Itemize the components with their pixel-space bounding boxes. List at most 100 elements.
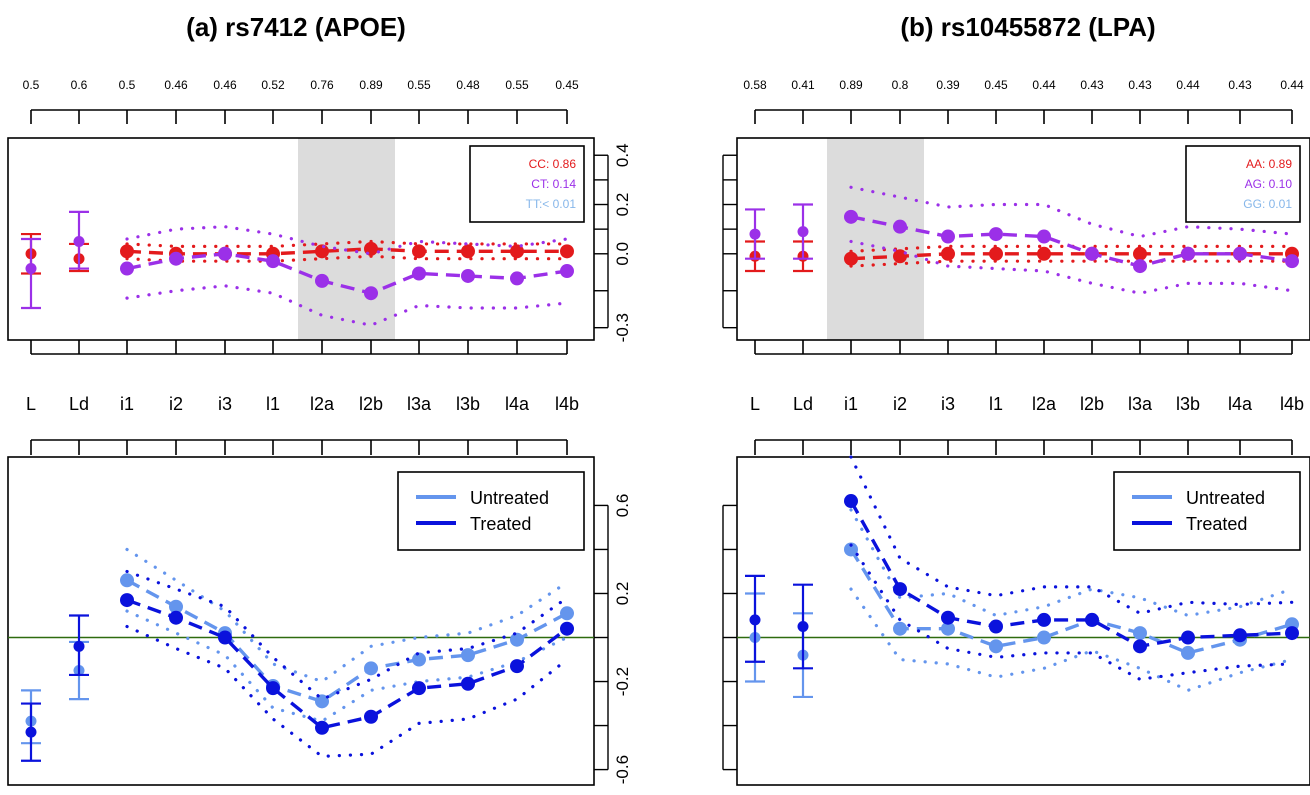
- genotype-legend-entry: TT:< 0.01: [526, 197, 577, 211]
- treatment-series-point: [941, 610, 955, 625]
- category-label: L: [26, 394, 36, 414]
- top-value-label: 0.58: [743, 78, 767, 92]
- genotype-series-point: [412, 244, 426, 259]
- category-label: l3a: [407, 394, 432, 414]
- treatment-series-point: [941, 621, 955, 636]
- treatment-legend-entry: Treated: [1186, 514, 1247, 534]
- treatment-y-tick-label: -0.6: [613, 755, 632, 784]
- genotype-series-point: [412, 266, 426, 281]
- top-value-label: 0.76: [310, 78, 334, 92]
- top-value-label: 0.6: [71, 78, 88, 92]
- category-label: i2: [169, 394, 183, 414]
- genotype-legend-box: [1185, 145, 1301, 223]
- genotype-plot-frame: [7, 137, 595, 341]
- genotype-series-point: [25, 263, 37, 275]
- genotype-plot-frame: [736, 137, 1310, 341]
- treatment-y-tick-label: 0.6: [613, 494, 632, 518]
- genotype-series-ci-upper: [125, 239, 569, 248]
- category-label: l1: [989, 394, 1003, 414]
- category-label: l4a: [505, 394, 530, 414]
- genotype-series-point: [315, 273, 329, 288]
- genotype-series-point: [1133, 246, 1147, 261]
- genotype-series-point: [560, 264, 574, 279]
- top-value-label: 0.8: [892, 78, 909, 92]
- genotype-legend-entry: CC: 0.86: [529, 157, 577, 171]
- top-value-label: 0.55: [407, 78, 431, 92]
- treatment-series-point: [989, 639, 1003, 654]
- treatment-series-point: [1085, 612, 1099, 627]
- treatment-series-line: [126, 578, 568, 704]
- genotype-series-point: [797, 226, 809, 238]
- highlight-region: [827, 138, 924, 340]
- genotype-legend-entry: CT: 0.14: [531, 177, 576, 191]
- treatment-series-point: [989, 619, 1003, 634]
- top-value-label: 0.43: [1080, 78, 1104, 92]
- genotype-series-point: [120, 244, 134, 259]
- category-label: i1: [844, 394, 858, 414]
- treatment-legend-box: [1113, 471, 1301, 551]
- genotype-series-point: [364, 286, 378, 301]
- category-label: l2b: [1080, 394, 1104, 414]
- treatment-series-point: [893, 621, 907, 636]
- genotype-series-point: [1285, 254, 1299, 269]
- treatment-series-ci-lower: [849, 543, 1294, 681]
- treatment-series-point: [844, 494, 858, 509]
- genotype-series-point: [1181, 246, 1195, 261]
- treatment-series-point: [560, 621, 574, 636]
- genotype-series-point: [510, 271, 524, 286]
- treatment-series-point: [797, 621, 809, 633]
- genotype-y-tick-label: -0.3: [613, 313, 632, 342]
- treatment-series-line: [126, 598, 569, 730]
- top-value-label: 0.46: [213, 78, 237, 92]
- category-label: i3: [941, 394, 955, 414]
- genotype-legend-box: [469, 145, 585, 223]
- top-value-label: 0.5: [23, 78, 40, 92]
- treatment-series-point: [461, 676, 475, 691]
- top-value-label: 0.39: [936, 78, 960, 92]
- treatment-series-ci-upper: [125, 569, 569, 701]
- top-value-label: 0.43: [1228, 78, 1252, 92]
- treatment-legend-entry: Treated: [470, 514, 531, 534]
- treatment-series-point: [893, 582, 907, 597]
- genotype-series-point: [169, 251, 183, 266]
- treatment-series-point: [749, 614, 761, 626]
- genotype-series-point: [844, 209, 858, 224]
- category-label: L: [750, 394, 760, 414]
- top-value-label: 0.44: [1032, 78, 1056, 92]
- treatment-series-point: [120, 573, 134, 588]
- genotype-legend-entry: GG: 0.01: [1243, 197, 1292, 211]
- genotype-y-tick-label: 0.2: [613, 193, 632, 217]
- genotype-series-point: [1037, 246, 1051, 261]
- category-label: l4b: [1280, 394, 1304, 414]
- top-value-label: 0.45: [984, 78, 1008, 92]
- treatment-series-point: [461, 648, 475, 663]
- treatment-series-point: [73, 640, 85, 652]
- genotype-series-point: [1233, 246, 1247, 261]
- genotype-legend-entry: AG: 0.10: [1245, 177, 1293, 191]
- genotype-y-tick-label: 0.0: [613, 242, 632, 266]
- category-label: Ld: [69, 394, 89, 414]
- genotype-series-point: [989, 227, 1003, 242]
- genotype-series-point: [461, 268, 475, 283]
- treatment-series-point: [218, 630, 232, 645]
- genotype-series-line: [850, 215, 1293, 268]
- treatment-y-tick-label: 0.2: [613, 582, 632, 606]
- top-value-label: 0.89: [359, 78, 383, 92]
- genotype-series-point: [941, 229, 955, 244]
- genotype-series-point: [1037, 229, 1051, 244]
- top-value-label: 0.52: [261, 78, 285, 92]
- treatment-series-point: [266, 681, 280, 696]
- category-label: i3: [218, 394, 232, 414]
- genotype-series-point: [120, 261, 134, 276]
- treatment-series-point: [510, 632, 524, 647]
- top-value-label: 0.41: [791, 78, 815, 92]
- treatment-series-ci-upper: [849, 455, 1294, 615]
- category-label: l2a: [310, 394, 335, 414]
- top-value-label: 0.5: [119, 78, 136, 92]
- top-value-label: 0.46: [164, 78, 188, 92]
- genotype-series-line: [126, 247, 567, 256]
- category-label: l3b: [1176, 394, 1200, 414]
- genotype-series-point: [266, 254, 280, 269]
- genotype-legend-entry: AA: 0.89: [1246, 157, 1292, 171]
